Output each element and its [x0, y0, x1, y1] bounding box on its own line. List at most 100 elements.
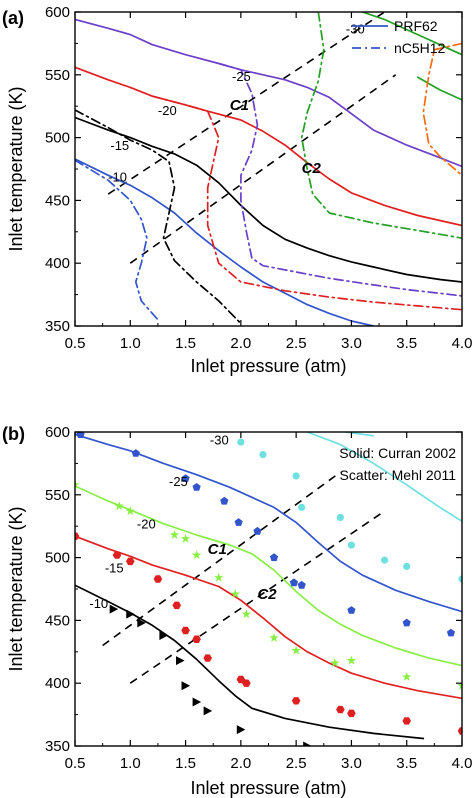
annotation-c2: C2 — [257, 586, 277, 603]
annotation-minus-15: -15 — [110, 138, 129, 153]
y-tick-label: 600 — [45, 4, 70, 21]
scatter-series--25 — [76, 432, 455, 637]
data-point — [203, 654, 212, 662]
y-tick-label: 550 — [45, 67, 70, 84]
annotation-minus-20: -20 — [137, 517, 156, 532]
series-line--35-dashdot — [422, 42, 462, 177]
scatter-series--10 — [109, 604, 312, 746]
data-point — [75, 479, 80, 489]
data-point — [402, 672, 412, 681]
legend: PRF62 nC5H12 — [352, 18, 446, 56]
guide-line-c1 — [102, 471, 341, 647]
x-tick-label: 1.5 — [175, 335, 196, 352]
y-tick-label: 400 — [45, 255, 70, 272]
data-point — [347, 541, 356, 549]
data-point — [402, 717, 411, 725]
data-point — [76, 432, 85, 438]
data-point — [112, 551, 122, 559]
data-point — [181, 474, 190, 482]
series-line--30 — [361, 12, 462, 56]
data-point — [159, 630, 168, 640]
y-tick-label: 600 — [45, 424, 70, 441]
x-tick-label: 0.5 — [65, 335, 86, 352]
x-tick-label: 2.0 — [230, 335, 251, 352]
note-line: Scatter: Mehl 2011 — [340, 467, 457, 483]
data-point — [457, 727, 462, 735]
data-point — [181, 681, 191, 691]
data-point — [236, 675, 246, 684]
data-point — [114, 501, 124, 511]
data-point — [181, 626, 190, 635]
data-point — [297, 580, 306, 589]
x-tick-label: 2.5 — [286, 335, 307, 352]
x-tick-label: 1.0 — [120, 335, 141, 352]
data-point — [131, 449, 140, 457]
annotation-minus-25: -25 — [232, 69, 251, 84]
data-point — [192, 635, 201, 643]
legend-entry: nC5H12 — [394, 40, 446, 56]
data-point — [381, 556, 389, 564]
series-line--25-dashdot — [217, 62, 462, 297]
data-point — [126, 609, 135, 619]
series-line--15 — [75, 116, 462, 283]
y-axis-label: Inlet temperature (K) — [6, 506, 26, 671]
data-point — [191, 550, 202, 560]
x-tick-label: 0.5 — [65, 755, 86, 772]
panel-b: 0.5 1.0 1.5 2.0 2.5 3.0 3.5 4.0 350 400 450 500 550 6… — [2, 424, 472, 798]
y-tick-label: 500 — [45, 550, 70, 567]
series-line--25 — [75, 433, 462, 613]
x-tick-label: 1.0 — [120, 755, 141, 772]
data-point — [241, 609, 252, 619]
data-point — [234, 518, 243, 526]
y-tick-label: 400 — [45, 675, 70, 692]
data-point — [192, 697, 202, 707]
data-point — [402, 618, 411, 627]
data-point — [230, 589, 240, 598]
x-axis-label: Inlet pressure (atm) — [190, 778, 346, 798]
legend-entry: PRF62 — [394, 18, 438, 34]
x-axis-label: Inlet pressure (atm) — [190, 356, 346, 376]
annotation-minus-30: -30 — [210, 433, 229, 448]
note-line: Solid: Curran 2002 — [339, 445, 456, 461]
x-tick-label: 1.5 — [175, 755, 196, 772]
annotation-minus-20: -20 — [158, 103, 177, 118]
data-point — [203, 706, 213, 716]
series-line--10-dashdot — [75, 159, 159, 321]
series-line--20 — [75, 66, 462, 227]
data-point — [347, 606, 356, 614]
data-point — [214, 572, 224, 582]
series-line--20 — [75, 485, 462, 667]
data-point — [458, 575, 462, 583]
x-tick-label: 4.0 — [452, 335, 473, 352]
data-point — [347, 709, 356, 718]
annotation-c1: C1 — [208, 541, 227, 558]
panel-label: (b) — [2, 424, 25, 444]
plot-area — [75, 432, 462, 746]
data-point — [242, 679, 251, 687]
data-point — [172, 601, 181, 610]
data-point — [175, 656, 185, 666]
y-tick-label: 500 — [45, 130, 70, 147]
data-point — [180, 533, 191, 543]
data-point — [289, 578, 298, 587]
data-point — [291, 645, 301, 655]
data-point — [253, 526, 262, 535]
series-line--30-dashdot — [300, 12, 462, 239]
panel-label: (a) — [2, 8, 24, 28]
y-tick-label: 350 — [45, 318, 70, 335]
data-point — [153, 575, 163, 583]
data-point — [346, 655, 357, 665]
annotation-minus-25: -25 — [169, 474, 188, 489]
annotation-minus-10: -10 — [89, 596, 108, 611]
annotation-minus-30: -30 — [346, 21, 365, 36]
y-tick-label: 550 — [45, 487, 70, 504]
data-point — [259, 451, 267, 459]
series-line--30 — [306, 432, 462, 523]
annotation-minus-10: -10 — [108, 170, 127, 185]
data-point — [137, 618, 146, 628]
data-point — [237, 438, 245, 446]
data-point — [446, 628, 455, 637]
guide-line-c2 — [129, 510, 386, 684]
panel-a: 0.5 1.0 1.5 2.0 2.5 3.0 3.5 4.0 350 400 450 500 550 6… — [2, 4, 472, 376]
